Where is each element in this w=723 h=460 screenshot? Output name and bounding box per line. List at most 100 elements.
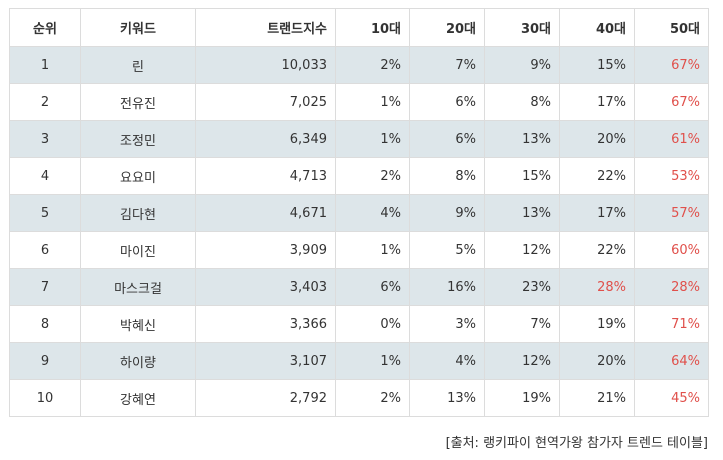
cell-age-40: 20% [559,342,635,380]
cell-age-10: 1% [335,231,410,269]
cell-age-40: 19% [559,305,635,343]
cell-keyword: 전유진 [80,83,196,121]
cell-age-20: 3% [409,305,485,343]
cell-age-40: 17% [559,194,635,232]
cell-age-10: 2% [335,46,410,84]
cell-age-10: 0% [335,305,410,343]
cell-rank: 7 [9,268,81,306]
cell-age-10: 4% [335,194,410,232]
cell-age-20: 16% [409,268,485,306]
cell-age-20: 13% [409,379,485,417]
cell-age-30: 8% [484,83,560,121]
table-header-row: 순위 키워드 트랜드지수 10대 20대 30대 40대 50대 [9,8,709,47]
header-age-30: 30대 [484,8,560,47]
cell-rank: 4 [9,157,81,195]
cell-trend-index: 3,403 [195,268,336,306]
cell-age-10: 2% [335,379,410,417]
header-age-40: 40대 [559,8,635,47]
cell-age-30: 19% [484,379,560,417]
cell-age-50: 28% [634,268,709,306]
cell-age-50: 57% [634,194,709,232]
cell-trend-index: 3,107 [195,342,336,380]
cell-age-50: 64% [634,342,709,380]
cell-age-30: 13% [484,120,560,158]
header-age-10: 10대 [335,8,410,47]
cell-age-30: 13% [484,194,560,232]
header-age-50: 50대 [634,8,709,47]
cell-age-30: 23% [484,268,560,306]
cell-keyword: 하이량 [80,342,196,380]
header-rank: 순위 [9,8,81,47]
cell-rank: 6 [9,231,81,269]
table-row: 5 김다현 4,671 4% 9% 13% 17% 57% [9,194,709,232]
cell-age-20: 4% [409,342,485,380]
header-trend-index: 트랜드지수 [195,8,336,47]
table-row: 4 요요미 4,713 2% 8% 15% 22% 53% [9,157,709,195]
table-row: 9 하이량 3,107 1% 4% 12% 20% 64% [9,342,709,380]
cell-age-30: 12% [484,342,560,380]
cell-age-10: 1% [335,342,410,380]
cell-keyword: 조정민 [80,120,196,158]
cell-rank: 8 [9,305,81,343]
cell-keyword: 마이진 [80,231,196,269]
cell-age-30: 7% [484,305,560,343]
cell-age-30: 12% [484,231,560,269]
cell-age-50: 53% [634,157,709,195]
cell-age-40: 28% [559,268,635,306]
header-keyword: 키워드 [80,8,196,47]
table-row: 6 마이진 3,909 1% 5% 12% 22% 60% [9,231,709,269]
cell-age-50: 61% [634,120,709,158]
header-age-20: 20대 [409,8,485,47]
cell-age-20: 7% [409,46,485,84]
cell-rank: 5 [9,194,81,232]
trend-table: 순위 키워드 트랜드지수 10대 20대 30대 40대 50대 1 린 10,03… [9,8,709,417]
cell-age-50: 71% [634,305,709,343]
table-row: 10 강혜연 2,792 2% 13% 19% 21% 45% [9,379,709,417]
cell-rank: 3 [9,120,81,158]
cell-trend-index: 4,671 [195,194,336,232]
cell-age-40: 17% [559,83,635,121]
cell-age-20: 9% [409,194,485,232]
cell-age-10: 1% [335,83,410,121]
cell-trend-index: 3,909 [195,231,336,269]
cell-keyword: 박혜신 [80,305,196,343]
cell-age-20: 8% [409,157,485,195]
cell-age-30: 9% [484,46,560,84]
cell-age-20: 6% [409,120,485,158]
cell-age-40: 21% [559,379,635,417]
cell-age-40: 20% [559,120,635,158]
source-caption: [출처: 랭키파이 현역가왕 참가자 트렌드 테이블] [445,436,708,451]
cell-rank: 9 [9,342,81,380]
cell-age-50: 45% [634,379,709,417]
cell-keyword: 린 [80,46,196,84]
cell-trend-index: 3,366 [195,305,336,343]
cell-keyword: 김다현 [80,194,196,232]
cell-trend-index: 2,792 [195,379,336,417]
cell-rank: 10 [9,379,81,417]
cell-rank: 2 [9,83,81,121]
cell-age-30: 15% [484,157,560,195]
cell-trend-index: 6,349 [195,120,336,158]
cell-trend-index: 7,025 [195,83,336,121]
cell-age-20: 6% [409,83,485,121]
cell-trend-index: 4,713 [195,157,336,195]
cell-age-40: 15% [559,46,635,84]
table-row: 2 전유진 7,025 1% 6% 8% 17% 67% [9,83,709,121]
cell-age-10: 1% [335,120,410,158]
cell-keyword: 요요미 [80,157,196,195]
cell-trend-index: 10,033 [195,46,336,84]
cell-age-50: 67% [634,83,709,121]
table-body: 1 린 10,033 2% 7% 9% 15% 67% 2 전유진 7,025 1% 6% 8% 17% 67… [9,46,709,417]
cell-age-10: 6% [335,268,410,306]
cell-age-40: 22% [559,231,635,269]
cell-age-50: 67% [634,46,709,84]
cell-age-10: 2% [335,157,410,195]
table-row: 8 박혜신 3,366 0% 3% 7% 19% 71% [9,305,709,343]
cell-age-20: 5% [409,231,485,269]
table-row: 1 린 10,033 2% 7% 9% 15% 67% [9,46,709,84]
cell-keyword: 마스크걸 [80,268,196,306]
cell-age-50: 60% [634,231,709,269]
cell-rank: 1 [9,46,81,84]
cell-keyword: 강혜연 [80,379,196,417]
